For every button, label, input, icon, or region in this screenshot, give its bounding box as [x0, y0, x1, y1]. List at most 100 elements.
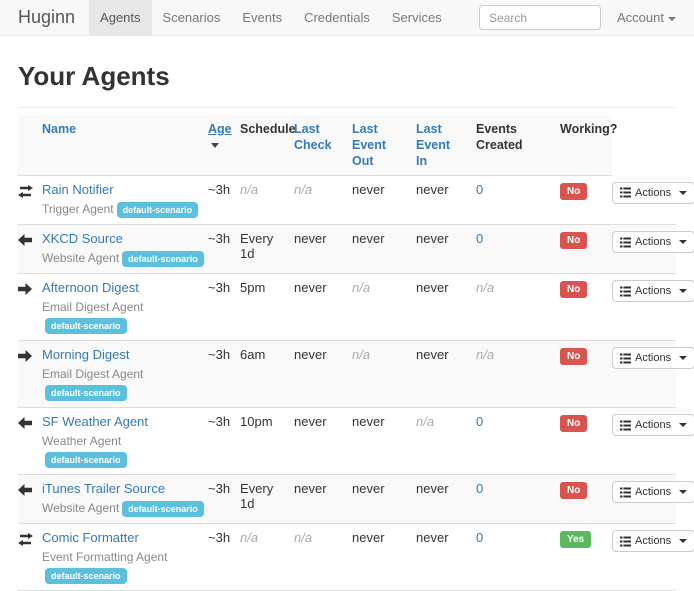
- nav-item-scenarios[interactable]: Scenarios: [162, 10, 221, 25]
- scenario-badge[interactable]: default-scenario: [45, 385, 127, 402]
- events-created-link[interactable]: 0: [476, 530, 484, 546]
- events-created-link[interactable]: 0: [476, 182, 484, 197]
- col-header-last_check-label[interactable]: Last Check: [294, 122, 332, 152]
- scenario-badge[interactable]: default-scenario: [45, 452, 127, 469]
- scenario-badge[interactable]: default-scenario: [45, 318, 127, 335]
- cell-last-event-out: n/a: [352, 340, 416, 409]
- list-icon: [620, 237, 631, 248]
- col-header-last_event_in-label[interactable]: Last Event In: [416, 122, 451, 168]
- scenario-badge[interactable]: default-scenario: [122, 251, 204, 268]
- agent-name-link[interactable]: Afternoon Digest: [42, 280, 139, 296]
- cell-last-check: n/a: [294, 175, 352, 226]
- cell-events-created: 0: [476, 523, 560, 591]
- col-header-name-label[interactable]: Name: [42, 122, 77, 136]
- col-header-name: Name: [42, 115, 208, 176]
- working-badge: No: [560, 232, 588, 250]
- agent-name-link[interactable]: Morning Digest: [42, 347, 130, 363]
- col-header-last_event_in: Last Event In: [416, 115, 476, 176]
- agent-name-link[interactable]: Comic Formatter: [42, 530, 139, 546]
- scenario-badge[interactable]: default-scenario: [122, 501, 204, 518]
- cell-schedule: 5pm: [240, 273, 294, 342]
- table-row: XKCD Source Website Agent default-scenari…: [18, 224, 694, 275]
- col-header-last_event_out: Last Event Out: [352, 115, 416, 176]
- cell-last-event-in: never: [416, 175, 476, 226]
- table-row: Morning Digest Email Digest Agent default…: [18, 340, 694, 409]
- cell-last-event-in: never: [416, 523, 476, 591]
- col-header-working-label: Working?: [560, 122, 618, 136]
- arrow-left-icon: [18, 417, 39, 430]
- list-icon: [620, 487, 631, 498]
- list-icon: [620, 187, 631, 198]
- events-created-link[interactable]: 0: [476, 231, 484, 247]
- cell-last-event-in: never: [416, 224, 476, 275]
- actions-button[interactable]: Actions: [612, 181, 694, 204]
- sort-caret-icon: [211, 143, 219, 149]
- scenario-badge[interactable]: default-scenario: [45, 568, 127, 585]
- actions-button-label: Actions: [635, 186, 672, 199]
- cell-schedule: n/a: [240, 175, 294, 226]
- col-header-last_check: Last Check: [294, 115, 352, 176]
- arrow-left-icon: [18, 234, 39, 247]
- search-input[interactable]: [479, 5, 602, 30]
- nav-item-services[interactable]: Services: [391, 10, 442, 25]
- cell-schedule: n/a: [240, 523, 294, 591]
- col-header-working: Working?: [560, 115, 617, 176]
- brand-link[interactable]: Huginn: [18, 7, 76, 27]
- caret-down-icon: [679, 190, 688, 195]
- list-icon: [620, 286, 631, 297]
- cell-last-event-in: never: [416, 474, 476, 525]
- agent-type-label: Trigger Agent: [42, 202, 114, 216]
- events-created-link[interactable]: 0: [476, 481, 484, 497]
- actions-button[interactable]: Actions: [612, 530, 694, 553]
- col-header-events_created-label: Events Created: [476, 122, 523, 152]
- cell-last-event-out: never: [352, 523, 416, 591]
- account-label: Account: [617, 10, 664, 25]
- agent-name-link[interactable]: iTunes Trailer Source: [42, 481, 166, 497]
- actions-button[interactable]: Actions: [612, 231, 694, 254]
- page-title: Your Agents: [18, 61, 170, 91]
- table-row: iTunes Trailer Source Website Agent defau…: [18, 474, 694, 525]
- col-header-schedule: Schedule: [240, 115, 296, 176]
- working-badge: No: [560, 415, 588, 433]
- cell-last-event-in: never: [416, 273, 476, 342]
- agent-name-link[interactable]: SF Weather Agent: [42, 414, 148, 430]
- nav-item-agents[interactable]: Agents: [89, 0, 152, 35]
- agent-type-label: Email Digest Agent: [42, 300, 144, 315]
- account-menu[interactable]: Account: [601, 10, 694, 25]
- agent-name-link[interactable]: Rain Notifier: [42, 182, 114, 197]
- caret-down-icon: [679, 490, 688, 495]
- table-row: SF Weather Agent Weather Agent default-sc…: [18, 407, 694, 476]
- cell-last-event-out: never: [352, 224, 416, 275]
- transfer-icon: [18, 533, 39, 547]
- events-created-link[interactable]: 0: [476, 414, 484, 430]
- actions-button-label: Actions: [635, 236, 672, 249]
- actions-button-label: Actions: [635, 352, 672, 365]
- actions-button-label: Actions: [635, 285, 672, 298]
- actions-button-label: Actions: [635, 419, 672, 432]
- navbar: Huginn Agents Scenarios Events Credentia…: [0, 0, 694, 36]
- col-header-last_event_out-label[interactable]: Last Event Out: [352, 122, 387, 168]
- cell-events-created: 0: [476, 175, 560, 226]
- scenario-badge[interactable]: default-scenario: [116, 202, 199, 219]
- actions-button[interactable]: Actions: [612, 481, 694, 504]
- nav-item-credentials[interactable]: Credentials: [304, 10, 370, 25]
- list-icon: [620, 536, 631, 547]
- agents-table: Name Age Schedule Last Check Last Event Out L…: [18, 115, 694, 591]
- nav-item-events[interactable]: Events: [242, 10, 283, 25]
- actions-button[interactable]: Actions: [612, 347, 694, 370]
- cell-events-created: 0: [476, 474, 560, 525]
- cell-events-created: 0: [476, 407, 560, 476]
- cell-last-event-in: n/a: [416, 407, 476, 476]
- caret-down-icon: [668, 16, 676, 21]
- list-icon: [620, 420, 631, 431]
- col-header-age-label[interactable]: Age: [208, 122, 232, 136]
- list-icon: [620, 353, 631, 364]
- cell-age: ~3h: [208, 273, 240, 342]
- cell-last-check: never: [294, 273, 352, 342]
- working-badge: Yes: [560, 531, 592, 549]
- agent-name-link[interactable]: XKCD Source: [42, 231, 123, 247]
- actions-button[interactable]: Actions: [612, 280, 694, 303]
- cell-last-event-out: never: [352, 474, 416, 525]
- cell-last-event-out: never: [352, 407, 416, 476]
- actions-button[interactable]: Actions: [612, 414, 694, 437]
